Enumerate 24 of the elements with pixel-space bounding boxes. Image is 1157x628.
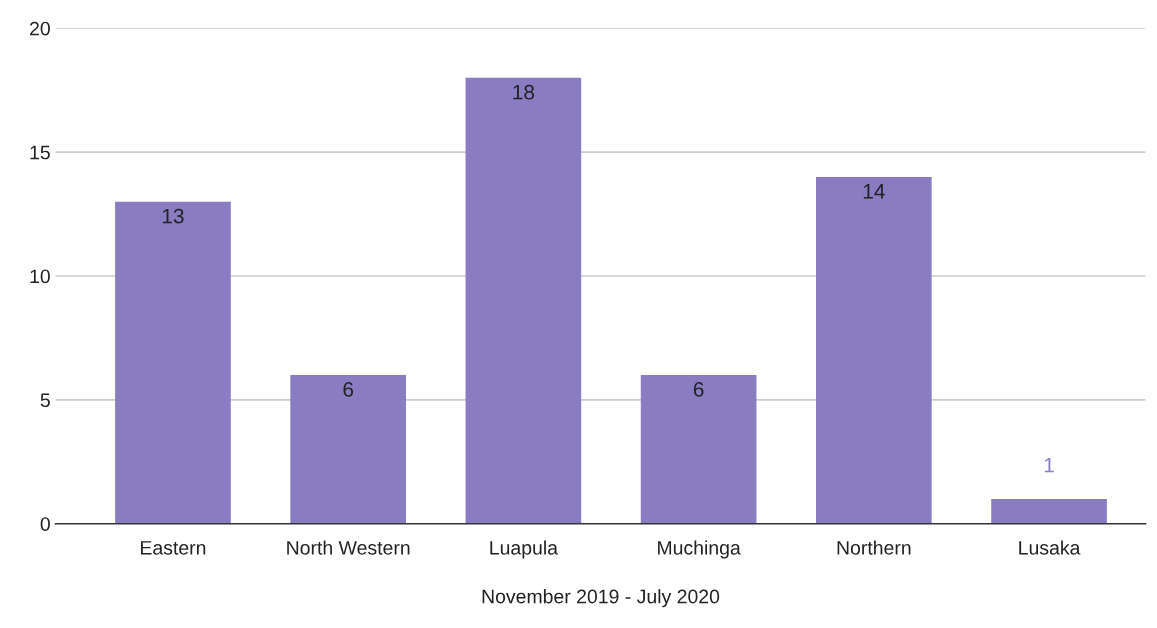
y-tick-label: 10	[30, 269, 50, 284]
data-label: 1	[1044, 458, 1054, 473]
x-tick-label: Luapula	[490, 540, 558, 559]
x-tick-label: Eastern	[141, 541, 206, 555]
data-label: 6	[343, 382, 354, 397]
y-tick-label: 5	[40, 393, 50, 408]
x-tick-label: Lusaka	[1019, 540, 1081, 555]
y-tick-label: 0	[40, 517, 50, 531]
bar	[640, 375, 757, 524]
x-tick-label: Muchinga	[658, 540, 741, 559]
data-label: 13	[162, 208, 184, 224]
data-label: 14	[863, 184, 885, 199]
bar	[991, 498, 1107, 524]
data-label: 6	[693, 382, 704, 397]
bar	[465, 77, 582, 524]
x-axis-title: November 2019 - July 2020	[482, 589, 720, 608]
bar	[816, 176, 932, 524]
data-label: 18	[513, 84, 535, 100]
x-tick-label: Northern	[837, 540, 911, 555]
y-tick-label: 20	[30, 21, 50, 36]
bar	[115, 201, 231, 524]
y-tick-label: 15	[30, 145, 50, 160]
bar	[290, 375, 406, 524]
x-tick-label: North Western	[287, 540, 410, 555]
